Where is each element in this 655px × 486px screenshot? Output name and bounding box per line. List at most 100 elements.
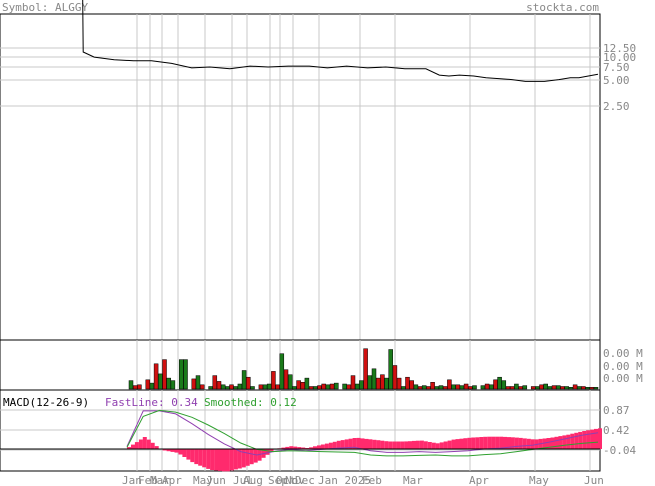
price-ytick: 7.50 [603,61,630,74]
macd-histogram-bar [368,439,373,449]
price-ytick: 2.50 [603,100,630,113]
macd-histogram-bar [550,437,555,449]
volume-bar [459,385,465,390]
x-tick-label: Apr [162,474,182,486]
volume-bar [275,384,280,390]
volume-bar [208,386,213,390]
x-tick-label: Dec [295,474,315,486]
macd-histogram-bar [522,438,527,449]
macd-histogram-bar [127,447,131,449]
volume-bar [195,375,201,390]
volume-bar [539,384,544,390]
macd-histogram-bar [301,447,306,449]
macd-histogram-bar [237,449,242,469]
volume-bar [237,383,243,390]
volume-bar [480,385,486,390]
macd-histogram-bar [459,438,464,449]
volume-bar [438,385,444,390]
volume-bar [489,384,494,390]
macd-histogram-bar [518,437,523,449]
price-ytick: 10.00 [603,51,636,64]
macd-histogram-bar [336,440,341,449]
volume-bar [308,386,314,390]
macd-histogram-bar [186,449,191,460]
macd-histogram-bar [598,428,602,449]
volume-bar [262,384,268,390]
volume-bar [484,383,490,390]
volume-bar [199,384,205,390]
macd-histogram-bar [233,449,238,470]
macd-histogram-bar [475,437,480,449]
macd-histogram-bar [356,437,361,449]
macd-histogram-bar [586,430,591,449]
volume-bar [505,386,511,390]
volume-panel: 0.00 M0.00 M0.00 M [0,339,643,391]
macd-histogram-bar [590,429,595,449]
volume-bar [421,385,427,390]
macd-histogram-bar [206,449,211,469]
macd-histogram-bar [190,449,195,463]
volume-bar [149,382,155,390]
volume-bar [593,387,599,390]
macd-histogram-bar [297,447,302,449]
macd-histogram-bar [245,449,250,466]
macd-histogram-bar [376,440,381,449]
volume-bar [229,384,234,390]
volume-bar [132,385,138,390]
volume-bar [296,380,301,390]
macd-histogram-bar [479,437,484,449]
price-ytick: 5.00 [603,74,630,87]
macd-histogram-bar [222,449,226,472]
macd-histogram-bar [467,437,472,449]
macd-histogram-bar [210,449,215,470]
volume-bar [514,383,519,390]
macd-histogram-bar [412,440,416,449]
x-tick-label: Jan 2025 [318,474,371,486]
volume-bar [191,378,197,390]
macd-histogram-bar [530,439,535,449]
macd-histogram-bar [285,446,290,449]
volume-bar [430,382,435,390]
macd-histogram-bar [546,438,551,449]
macd-histogram-bar [340,440,345,449]
volume-bar [509,386,515,390]
volume-bar [292,386,297,390]
volume-bar [409,380,414,390]
macd-histogram-bar [455,439,460,449]
macd-label: MACD(12-26-9) [3,396,89,409]
x-tick-label: May [193,474,213,486]
macd-histogram-bar [162,449,167,451]
macd-histogram-bar [526,438,531,449]
macd-histogram-bar [174,449,179,453]
volume-bar [137,384,142,390]
macd-histogram-bar [265,449,270,455]
macd-histogram-bar [317,445,321,449]
macd-histogram-bar [225,449,230,472]
macd-histogram-bar [328,442,333,449]
macd-histogram-bar [415,440,420,449]
macd-histogram-bar [229,449,234,471]
macd-histogram-bar [423,441,428,449]
x-tick-label: Jun [206,474,226,486]
macd-histogram-bar [313,446,317,449]
macd-histogram-bar [566,434,571,449]
volume-bar [367,375,373,390]
x-tick-label: Apr [469,474,489,486]
macd-histogram-bar [131,444,135,449]
volume-bar [530,386,536,390]
volume-bar [547,386,553,390]
volume-bar [463,383,469,390]
macd-histogram-bar [360,438,365,449]
macd-histogram-bar [495,436,500,449]
macd-histogram-bar [447,440,452,449]
x-tick-label: Jun [584,474,604,486]
volume-bar [166,377,171,390]
price-line [82,0,599,82]
volume-bar [342,383,347,390]
macd-histogram-bar [471,437,476,449]
macd-histogram-bar [166,449,171,452]
macd-histogram-bar [491,436,496,449]
macd-smoothed-line [126,409,599,457]
